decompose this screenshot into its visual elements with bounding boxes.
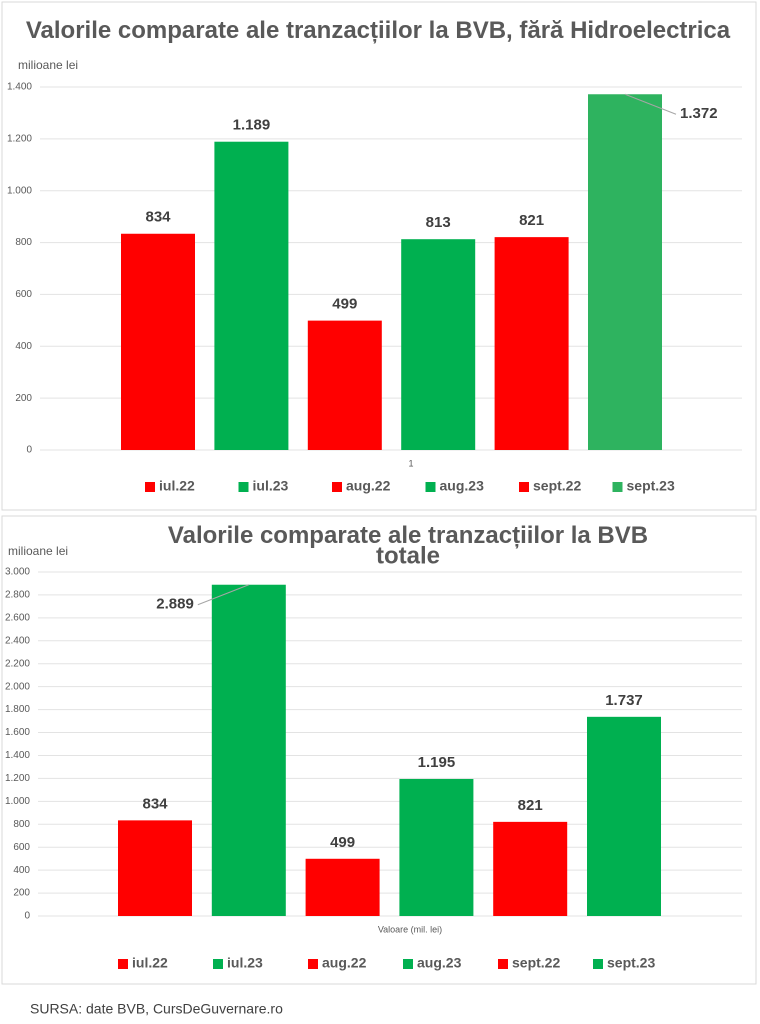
legend-swatch <box>519 482 529 492</box>
y-tick-label: 1.200 <box>5 773 30 784</box>
y-tick-label: 1.800 <box>5 704 30 715</box>
legend-swatch <box>238 482 249 492</box>
data-label: 834 <box>145 209 171 226</box>
legend-swatch <box>593 959 603 969</box>
legend-swatch <box>612 482 623 492</box>
leader-line <box>197 584 249 606</box>
legend-label: iul.23 <box>253 478 289 494</box>
bar <box>494 237 569 450</box>
data-label: 821 <box>518 797 543 814</box>
y-axis-label: milioane lei <box>18 58 78 72</box>
y-tick-label: 3.000 <box>5 567 30 578</box>
chart-frame <box>1 1 757 511</box>
title-line: Valorile comparate ale tranzacțiilor la … <box>26 17 731 44</box>
y-tick-label: 800 <box>15 237 32 248</box>
legend-swatch <box>332 482 342 492</box>
bar <box>305 858 380 916</box>
chart-title: Valorile comparate ale tranzacțiilor la … <box>26 17 731 44</box>
y-tick-label: 800 <box>13 819 30 830</box>
legend-label: aug.23 <box>417 955 462 971</box>
data-label: 1.189 <box>233 117 271 134</box>
y-tick-label: 1.400 <box>7 82 32 93</box>
legend-label: iul.22 <box>159 478 195 494</box>
y-tick-label: 1.600 <box>5 727 30 738</box>
source-note: SURSA: date BVB, CursDeGuvernare.ro <box>30 1001 283 1017</box>
y-tick-label: 400 <box>15 341 32 352</box>
bar <box>493 821 568 916</box>
title-line: Valorile comparate ale tranzacțiilor la … <box>168 522 648 549</box>
title-line: totale <box>376 543 440 570</box>
legend-swatch <box>213 959 223 969</box>
data-label: 1.737 <box>605 692 643 709</box>
legend-swatch <box>308 959 318 969</box>
legend-label: sept.22 <box>512 955 560 971</box>
bar <box>401 239 476 450</box>
data-label: 1.195 <box>418 754 456 771</box>
x-tick-label: 1 <box>408 458 413 468</box>
bar <box>121 233 195 450</box>
bar <box>587 716 661 916</box>
bar <box>399 778 474 916</box>
y-tick-label: 1.000 <box>5 796 30 807</box>
y-tick-label: 600 <box>15 289 32 300</box>
bar <box>211 584 286 916</box>
data-label: 813 <box>426 214 451 231</box>
data-label: 834 <box>142 795 168 812</box>
legend-swatch <box>425 482 436 492</box>
y-tick-label: 600 <box>13 842 30 853</box>
y-tick-label: 1.000 <box>7 185 32 196</box>
y-tick-label: 2.000 <box>5 681 30 692</box>
y-tick-label: 2.600 <box>5 613 30 624</box>
legend-swatch <box>498 959 508 969</box>
y-tick-label: 2.800 <box>5 590 30 601</box>
y-tick-label: 400 <box>13 865 30 876</box>
data-label: 499 <box>330 834 355 851</box>
legend-label: aug.22 <box>322 955 367 971</box>
y-tick-label: 0 <box>24 911 30 922</box>
y-axis-label: milioane lei <box>8 544 68 558</box>
data-label: 499 <box>332 296 357 313</box>
chart-title: Valorile comparate ale tranzacțiilor la … <box>168 522 648 569</box>
data-label: 821 <box>519 212 544 229</box>
bar <box>214 141 289 450</box>
legend-label: iul.22 <box>132 955 168 971</box>
y-tick-label: 1.200 <box>7 133 32 144</box>
y-tick-label: 200 <box>15 393 32 404</box>
legend-swatch <box>145 482 155 492</box>
legend-label: sept.23 <box>627 478 675 494</box>
chart-frame <box>1 515 757 985</box>
data-label: 1.372 <box>680 105 718 122</box>
y-tick-label: 2.200 <box>5 658 30 669</box>
legend-swatch <box>403 959 413 969</box>
legend-label: aug.22 <box>346 478 391 494</box>
legend-label: iul.23 <box>227 955 263 971</box>
y-tick-label: 2.400 <box>5 635 30 646</box>
bar <box>307 320 382 450</box>
y-tick-label: 0 <box>26 445 32 456</box>
legend-swatch <box>118 959 128 969</box>
y-tick-label: 200 <box>13 888 30 899</box>
bar <box>588 94 662 450</box>
bar <box>118 820 192 916</box>
legend-label: aug.23 <box>440 478 485 494</box>
x-tick-label: Valoare (mil. lei) <box>378 924 442 934</box>
data-label: 2.889 <box>156 596 194 613</box>
y-tick-label: 1.400 <box>5 750 30 761</box>
legend-label: sept.23 <box>607 955 655 971</box>
legend-label: sept.22 <box>533 478 581 494</box>
leader-line <box>624 93 677 115</box>
